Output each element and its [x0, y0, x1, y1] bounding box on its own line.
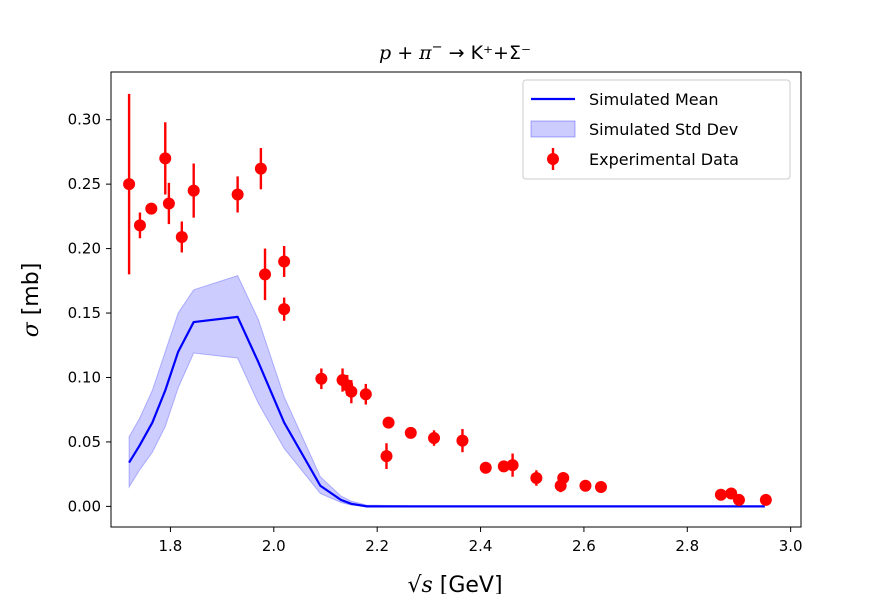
data-point-0	[123, 178, 136, 191]
data-point-7	[231, 188, 244, 201]
x-tick-label-4: 2.6	[572, 537, 596, 555]
data-point-17	[380, 450, 393, 463]
data-point-4	[162, 197, 175, 210]
data-point-25	[530, 472, 543, 485]
y-axis-label: σ [mb]	[19, 263, 44, 338]
data-point-16	[359, 388, 372, 401]
x-tick-label-5: 2.8	[675, 537, 699, 555]
axes-frame	[110, 71, 802, 528]
data-point-27	[557, 472, 570, 485]
legend-band-label: Simulated Std Dev	[589, 120, 738, 139]
x-tick-label-1: 2.0	[262, 537, 286, 555]
data-point-8	[254, 162, 267, 175]
data-point-33	[759, 493, 772, 506]
chart-title: p + π− → K⁺+Σ⁻	[379, 40, 531, 64]
y-tick-label-1: 0.05	[68, 433, 101, 451]
x-axis-label: √s [GeV]	[407, 573, 502, 594]
mean-line	[128, 315, 765, 508]
data-point-6	[187, 184, 200, 197]
data-point-11	[278, 303, 291, 316]
x-tick-label-6: 3.0	[779, 537, 803, 555]
data-point-32	[732, 493, 745, 506]
y-tick-label-2: 0.10	[68, 368, 101, 386]
data-point-3	[159, 152, 172, 165]
legend-mean-label: Simulated Mean	[589, 90, 719, 109]
data-point-5	[175, 230, 188, 243]
data-point-28	[579, 479, 592, 492]
axis-ticks: 1.8 2.0 2.2 2.4 2.6 2.8 3.0 0.00 0.05 0.10 0.15 0.2…	[68, 111, 803, 555]
y-tick-label-3: 0.15	[68, 304, 101, 322]
data-point-15	[345, 385, 358, 398]
legend-band-swatch	[530, 120, 576, 138]
y-tick-label-4: 0.20	[68, 240, 101, 258]
data-point-12	[315, 372, 328, 385]
data-point-22	[479, 461, 492, 474]
data-point-2	[145, 202, 158, 215]
data-point-30	[714, 488, 727, 501]
legend: Simulated Mean Simulated Std Dev Experim…	[522, 79, 791, 180]
legend-data-marker	[547, 153, 559, 165]
x-tick-label-3: 2.4	[469, 537, 493, 555]
plot-area	[123, 93, 772, 508]
y-tick-label-0: 0.00	[68, 497, 101, 515]
data-point-29	[594, 481, 607, 494]
data-point-24	[506, 459, 519, 472]
data-point-18	[382, 416, 395, 429]
data-point-20	[428, 432, 441, 445]
data-point-21	[456, 434, 469, 447]
legend-box	[522, 79, 791, 180]
data-point-23	[497, 460, 510, 473]
data-point-9	[259, 268, 272, 281]
x-tick-label-2: 2.2	[365, 537, 389, 555]
legend-data-label: Experimental Data	[589, 150, 739, 169]
y-tick-label-6: 0.30	[68, 111, 101, 129]
data-point-10	[278, 255, 291, 268]
x-tick-label-0: 1.8	[159, 537, 183, 555]
data-point-1	[133, 219, 146, 232]
data-point-19	[404, 426, 417, 439]
y-tick-label-5: 0.25	[68, 175, 101, 193]
